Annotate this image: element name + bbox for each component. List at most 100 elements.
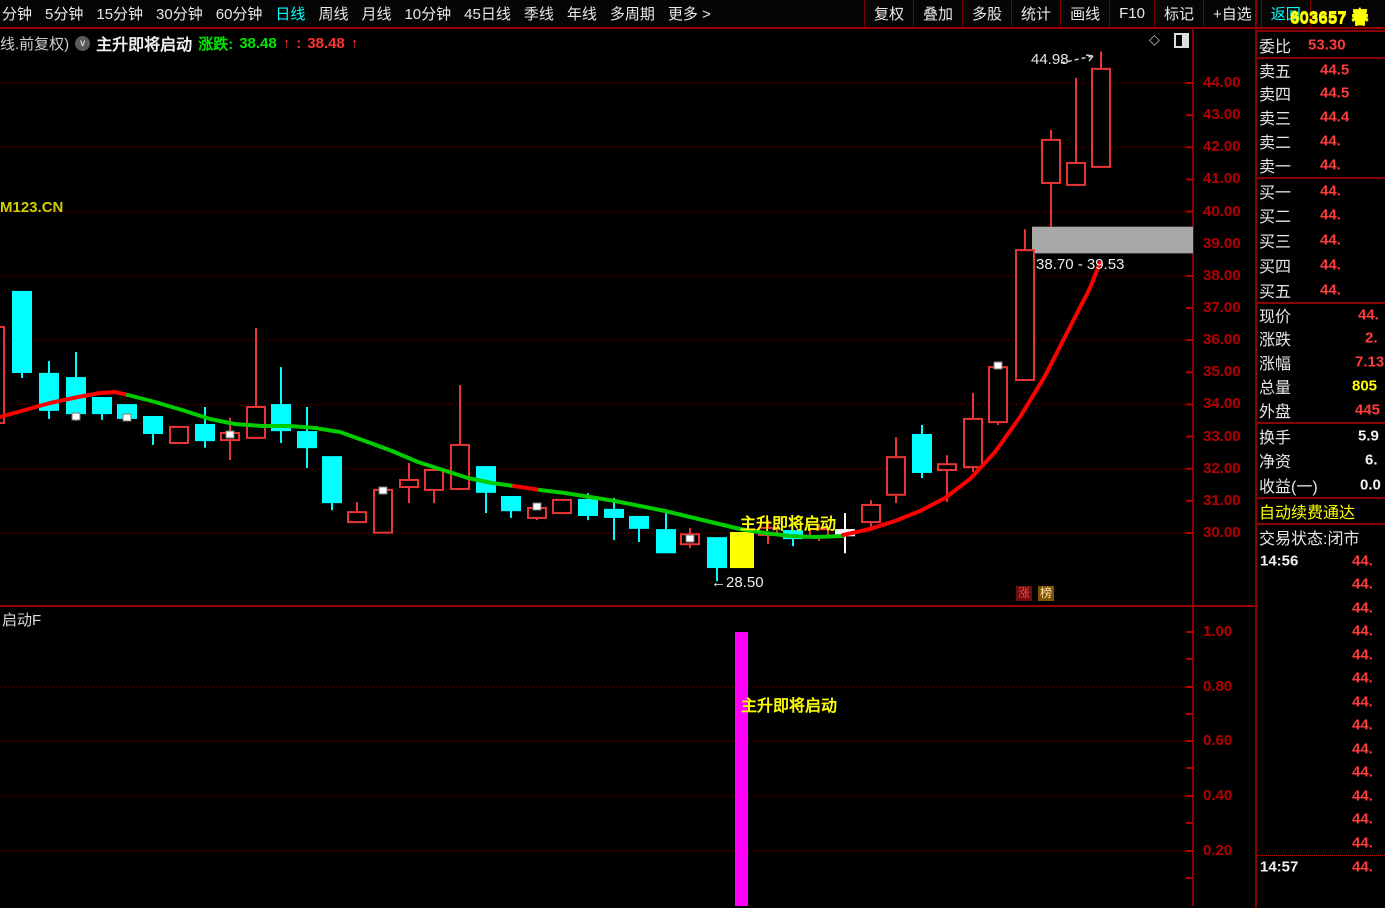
tab-年线[interactable]: 年线 bbox=[566, 6, 597, 23]
buy-row-买四-label: 买四 bbox=[1259, 258, 1292, 276]
ts-time: 14:57 bbox=[1260, 858, 1299, 876]
info-row-收益(一)-value: 0.0 bbox=[1360, 476, 1381, 493]
buy-row-买四[interactable]: 买四 44. bbox=[1257, 252, 1385, 277]
ts-price: 44. bbox=[1352, 787, 1373, 805]
button-标记[interactable]: 标记 bbox=[1153, 0, 1203, 27]
window-split-icon[interactable] bbox=[1174, 33, 1189, 48]
chevron-down-icon[interactable]: v bbox=[75, 35, 91, 51]
ts-price: 44. bbox=[1352, 552, 1373, 570]
info-row-涨幅-label: 涨幅 bbox=[1259, 356, 1292, 373]
time-sales-row: 44. bbox=[1257, 737, 1385, 761]
buy-row-买三[interactable]: 买三 44. bbox=[1257, 227, 1385, 252]
sell-row-卖二-value: 44. bbox=[1320, 132, 1341, 150]
signal-label-main: 主升即将启动 bbox=[740, 516, 837, 533]
buy-row-买二[interactable]: 买二 44. bbox=[1257, 202, 1385, 227]
buy-row-买五[interactable]: 买五 44. bbox=[1257, 277, 1385, 302]
info-row-现价-label: 现价 bbox=[1259, 309, 1292, 326]
quote-title[interactable]: 603657 春 bbox=[1257, 0, 1385, 30]
main-axis-label: 36.00 bbox=[1203, 331, 1241, 349]
info-row-总量-label: 总量 bbox=[1259, 380, 1292, 397]
buy-row-买四-value: 44. bbox=[1320, 256, 1341, 273]
main-axis-label: 42.00 bbox=[1203, 138, 1241, 156]
tab-更多 >[interactable]: 更多 > bbox=[667, 6, 711, 23]
sell-row-卖四-value: 44.5 bbox=[1320, 84, 1350, 102]
sub-indicator-name[interactable]: 启动F bbox=[2, 612, 42, 629]
buy-row-买二-value: 44. bbox=[1320, 206, 1341, 223]
quote-title-text: 603657 春 bbox=[1290, 7, 1369, 27]
button-多股[interactable]: 多股 bbox=[962, 0, 1011, 27]
tab-季线[interactable]: 季线 bbox=[523, 6, 554, 23]
time-sales-row: 44. bbox=[1257, 784, 1385, 808]
time-sales-row: 44. bbox=[1257, 690, 1385, 714]
button-叠加[interactable]: 叠加 bbox=[913, 0, 962, 27]
trade-status-text: 交易状态:闭市 bbox=[1259, 531, 1360, 548]
renewal-notice[interactable]: 自动续费通达 bbox=[1257, 497, 1385, 523]
info-row-换手-label: 换手 bbox=[1259, 429, 1292, 447]
tab-30分钟[interactable]: 30分钟 bbox=[156, 6, 203, 23]
button-统计[interactable]: 统计 bbox=[1011, 0, 1060, 27]
diamond-icon[interactable]: ◇ bbox=[1149, 31, 1160, 47]
sell-row-卖三[interactable]: 卖三 44.4 bbox=[1257, 105, 1385, 129]
main-axis-label: 35.00 bbox=[1203, 363, 1241, 381]
bang-badge[interactable]: 榜 bbox=[1038, 586, 1054, 601]
info-row-外盘: 外盘 445 bbox=[1257, 398, 1385, 422]
quote-panel: 603657 春委比 53.30 卖五 44.5 卖四 44.5 卖三 44.4 卖二 44. 卖一… bbox=[1257, 0, 1385, 908]
buy-row-买一-label: 买一 bbox=[1259, 184, 1292, 202]
buy-row-买一[interactable]: 买一 44. bbox=[1257, 177, 1385, 202]
tab-10分钟[interactable]: 10分钟 bbox=[404, 6, 452, 23]
info-row-总量: 总量 805 bbox=[1257, 374, 1385, 398]
time-sales-row: 44. bbox=[1257, 643, 1385, 667]
buy-row-买三-label: 买三 bbox=[1259, 233, 1292, 251]
main-axis-label: 34.00 bbox=[1203, 395, 1241, 413]
info-row-收益(一): 收益(一) 0.0 bbox=[1257, 472, 1385, 497]
buy-row-买五-value: 44. bbox=[1320, 281, 1341, 298]
button-画线[interactable]: 画线 bbox=[1060, 0, 1109, 27]
button-复权[interactable]: 复权 bbox=[864, 0, 913, 27]
toolbar-buttons: 复权 叠加 多股 统计 画线 F10 标记 +自选 返回 bbox=[864, 0, 1311, 27]
sell-row-卖五[interactable]: 卖五 44.5 bbox=[1257, 57, 1385, 81]
sell-row-卖二[interactable]: 卖二 44. bbox=[1257, 129, 1385, 153]
ts-price: 44. bbox=[1352, 716, 1373, 734]
tab-多周期[interactable]: 多周期 bbox=[609, 6, 655, 23]
buy-row-买一-value: 44. bbox=[1320, 182, 1341, 199]
stock-code[interactable]: 603657 春 bbox=[1290, 9, 1369, 28]
tab-月线[interactable]: 月线 bbox=[361, 6, 392, 23]
value-separator: : bbox=[296, 34, 302, 52]
info-row-涨幅: 涨幅 7.13 bbox=[1257, 350, 1385, 374]
ts-price: 44. bbox=[1352, 575, 1373, 593]
main-axis-label: 33.00 bbox=[1203, 427, 1241, 445]
info-row-净资: 净资 6. bbox=[1257, 447, 1385, 472]
button-F10[interactable]: F10 bbox=[1109, 0, 1154, 27]
top-menu-bar: 分钟 5分钟 15分钟 30分钟 60分钟 日线 周线 月线 10分钟 45日线 季线 年线 多周期 更多… bbox=[0, 0, 1385, 27]
indicator-title[interactable]: 主升即将启动 bbox=[96, 37, 193, 54]
main-axis-label: 40.00 bbox=[1203, 202, 1241, 220]
buy-row-买三-value: 44. bbox=[1320, 231, 1341, 248]
zhang-badge[interactable]: 涨 bbox=[1016, 586, 1032, 601]
sell-row-卖四[interactable]: 卖四 44.5 bbox=[1257, 81, 1385, 105]
tab-45日线[interactable]: 45日线 bbox=[464, 6, 511, 23]
info-row-净资-label: 净资 bbox=[1259, 453, 1292, 471]
buy-row-买五-label: 买五 bbox=[1259, 283, 1292, 301]
tab-周线[interactable]: 周线 bbox=[318, 6, 349, 23]
tab-15分钟[interactable]: 15分钟 bbox=[96, 6, 144, 23]
up-arrow-icon: ↑ bbox=[282, 34, 291, 52]
tab-60分钟[interactable]: 60分钟 bbox=[215, 6, 263, 23]
sub-axis-label: 0.40 bbox=[1203, 787, 1233, 804]
ts-price: 44. bbox=[1352, 834, 1373, 852]
high-price-label: 44.98 bbox=[1031, 51, 1069, 68]
button-返回[interactable]: 返回 bbox=[1260, 0, 1311, 27]
ts-price: 44. bbox=[1352, 669, 1373, 687]
tab-5分钟[interactable]: 5分钟 bbox=[45, 6, 84, 23]
button-+自选[interactable]: +自选 bbox=[1202, 0, 1261, 27]
chart-header: 线.前复权) v 主升即将启动 涨跌: 38.48 ↑ : 38.48 ↑ bbox=[0, 33, 358, 55]
trade-status: 交易状态:闭市 bbox=[1257, 523, 1385, 549]
sell-row-卖一[interactable]: 卖一 44. bbox=[1257, 153, 1385, 177]
time-sales-row: 44. bbox=[1257, 596, 1385, 620]
ts-time: 14:56 bbox=[1260, 552, 1299, 570]
ts-price: 44. bbox=[1352, 622, 1373, 640]
tab-日线[interactable]: 日线 bbox=[275, 6, 306, 23]
main-axis-label: 39.00 bbox=[1203, 234, 1241, 252]
main-axis-label: 44.00 bbox=[1203, 74, 1241, 91]
tab-分钟[interactable]: 分钟 bbox=[2, 6, 33, 23]
